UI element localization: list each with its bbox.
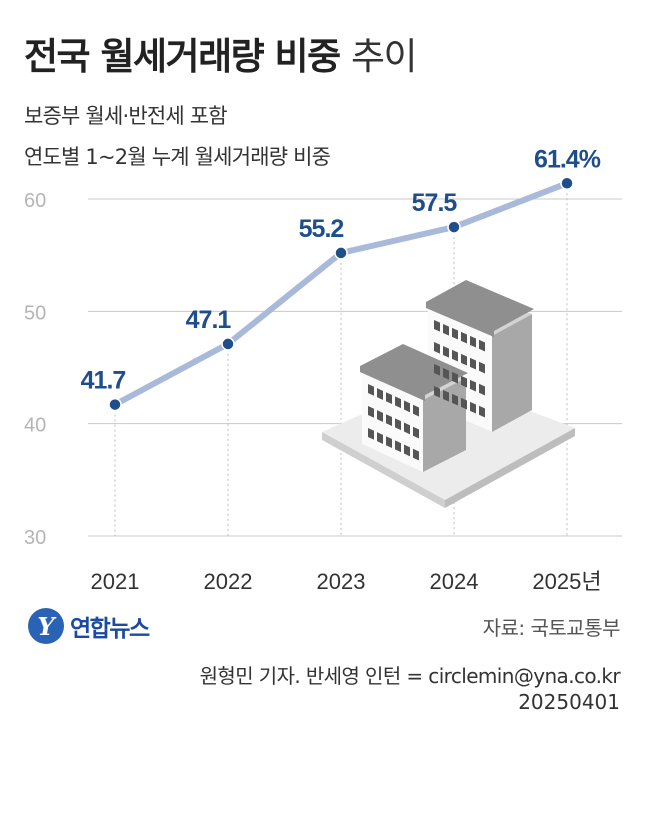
window <box>452 371 458 384</box>
window <box>368 384 374 396</box>
window <box>404 444 410 457</box>
data-point <box>221 337 235 351</box>
data-label: 61.4% <box>534 145 601 173</box>
data-label: 55.2 <box>299 215 344 243</box>
subtitle-description: 연도별 1~2월 누계 월세거래량 비중 <box>24 145 331 169</box>
data-point <box>334 246 348 260</box>
window <box>479 361 485 374</box>
data-label: 57.5 <box>412 189 458 217</box>
credit-text: 원형민 기자. 반세영 인턴 = circlemin@yna.co.kr <box>199 664 621 688</box>
window <box>461 375 467 388</box>
window <box>470 335 476 348</box>
window <box>443 323 449 336</box>
y-tick-label: 30 <box>24 527 46 549</box>
window <box>413 426 419 439</box>
series-layer <box>108 176 574 412</box>
grid-layer: 30 40 50 60 2021 2022 2023 2024 2025년 <box>24 183 622 594</box>
window <box>377 432 383 444</box>
window <box>470 379 476 392</box>
logo-mark-icon: Y <box>28 608 64 644</box>
title-main: 전국 월세거래량 비중 <box>24 35 341 78</box>
window <box>368 428 374 440</box>
window <box>404 400 410 413</box>
data-label: 41.7 <box>81 367 126 395</box>
window <box>377 410 383 422</box>
window <box>479 383 485 396</box>
label-layer: 41.7 47.1 55.2 57.5 61.4% <box>81 145 602 395</box>
window <box>434 364 440 376</box>
window <box>452 349 458 362</box>
data-point <box>447 220 461 234</box>
ground-right <box>445 428 575 508</box>
date-text: 20250401 <box>518 690 620 714</box>
window <box>386 392 392 405</box>
data-point <box>560 176 574 191</box>
window <box>443 367 449 380</box>
x-tick-label: 2021 <box>91 569 140 594</box>
window <box>386 436 392 449</box>
back-cap <box>426 280 534 337</box>
window <box>386 414 392 427</box>
window <box>404 422 410 435</box>
window <box>461 397 467 410</box>
x-tick-label: 2022 <box>204 569 253 594</box>
back-side <box>492 314 532 432</box>
chart-title: 전국 월세거래량 비중 추이 <box>24 26 418 80</box>
window <box>452 393 458 406</box>
front-cap <box>360 344 468 401</box>
window <box>395 418 401 431</box>
window <box>452 327 458 340</box>
window <box>434 342 440 354</box>
logo-text: 연합뉴스 <box>70 616 150 642</box>
window <box>443 389 449 402</box>
y-tick-label: 50 <box>24 302 46 324</box>
data-label: 47.1 <box>186 306 232 334</box>
window <box>395 396 401 409</box>
window <box>461 353 467 366</box>
data-point <box>108 397 122 412</box>
window <box>395 440 401 453</box>
y-tick-label: 40 <box>24 415 46 437</box>
ground-left <box>322 432 445 508</box>
window <box>443 345 449 358</box>
source-text: 자료: 국토교통부 <box>482 616 621 640</box>
window <box>470 357 476 370</box>
window <box>434 386 440 398</box>
window <box>479 405 485 418</box>
window <box>461 331 467 344</box>
x-tick-label: 2024 <box>430 569 479 594</box>
title-suffix: 추이 <box>351 35 418 78</box>
yonhap-logo: Y 연합뉴스 <box>28 608 150 644</box>
window <box>434 320 440 332</box>
buildings-illustration <box>322 280 575 508</box>
x-tick-label: 2025년 <box>532 569 601 594</box>
line-chart: 30 40 50 60 2021 2022 2023 2024 2025년 41.7 47.1 55… <box>24 145 622 594</box>
window <box>377 388 383 400</box>
y-tick-label: 60 <box>24 190 46 212</box>
x-tick-label: 2023 <box>317 569 366 594</box>
window <box>413 404 419 417</box>
window <box>479 339 485 352</box>
window <box>470 401 476 414</box>
window <box>368 406 374 418</box>
window <box>413 448 419 461</box>
subtitle-note: 보증부 월세·반전세 포함 <box>24 104 228 128</box>
